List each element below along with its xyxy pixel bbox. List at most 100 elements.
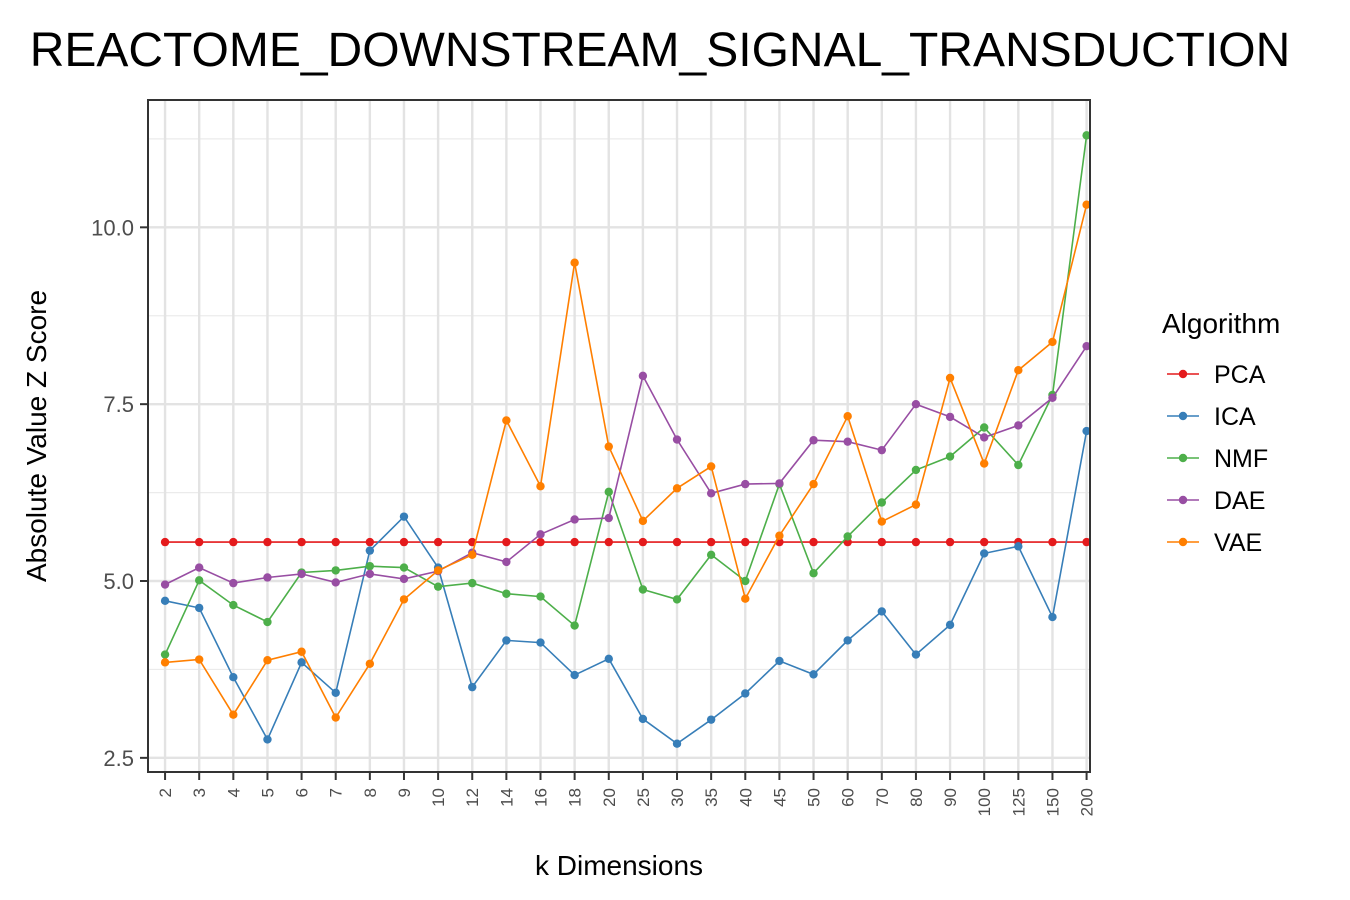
series-line-ica: [164, 430, 1088, 745]
point-vae: [979, 459, 989, 468]
point-dae: [297, 569, 306, 579]
point-ica: [1082, 426, 1091, 436]
point-nmf: [877, 498, 887, 507]
point-nmf: [468, 578, 477, 588]
point-vae: [502, 416, 511, 425]
point-pca: [536, 537, 545, 547]
x-tick-label: 35: [702, 788, 721, 807]
point-dae: [1014, 421, 1023, 430]
plot-panel-border: [147, 99, 1091, 773]
legend-label-dae: DAE: [1214, 487, 1265, 515]
point-vae: [945, 373, 955, 383]
point-ica: [706, 715, 716, 724]
point-pca: [1082, 537, 1091, 547]
point-pca: [570, 537, 579, 547]
point-vae: [604, 442, 613, 451]
point-ica: [1014, 542, 1023, 551]
legend-marker-ica: [1178, 411, 1188, 421]
point-vae: [775, 531, 784, 540]
axes: 2.55.07.510.02 3 4 5 6 7 8 9 10 12 14 16 18 20 25 30 35 4…: [91, 215, 1096, 816]
y-tick-label: 5.0: [103, 569, 134, 594]
point-pca: [741, 537, 750, 547]
x-tick-label: 12: [463, 788, 482, 807]
series-layer: [160, 131, 1091, 748]
point-ica: [570, 670, 579, 680]
point-pca: [604, 537, 613, 547]
point-vae: [433, 566, 443, 575]
x-tick-label: 18: [566, 788, 585, 807]
point-nmf: [570, 621, 579, 630]
x-tick-label: 8: [361, 788, 380, 797]
point-vae: [1014, 366, 1023, 375]
point-nmf: [399, 563, 409, 572]
x-tick-label: 9: [395, 788, 414, 797]
x-tick-label: 125: [1009, 788, 1028, 816]
y-tick-label: 2.5: [103, 746, 134, 771]
point-ica: [297, 658, 306, 667]
point-vae: [1082, 200, 1091, 209]
chart-title: REACTOME_DOWNSTREAM_SIGNAL_TRANSDUCTION: [30, 24, 1291, 77]
x-tick-label: 6: [293, 788, 312, 797]
point-pca: [229, 537, 238, 547]
x-tick-label: 14: [497, 788, 516, 807]
point-dae: [911, 399, 921, 409]
point-ica: [604, 654, 613, 664]
x-tick-label: 2: [156, 788, 175, 797]
point-pca: [433, 537, 443, 547]
x-tick-label: 20: [600, 788, 619, 807]
x-tick-label: 3: [190, 788, 209, 797]
series-line-dae: [164, 345, 1088, 586]
point-vae: [194, 655, 204, 664]
point-nmf: [1014, 460, 1023, 470]
legend-label-nmf: NMF: [1214, 445, 1268, 473]
point-nmf: [160, 650, 170, 659]
x-tick-label: 50: [805, 788, 824, 807]
point-vae: [331, 713, 340, 722]
point-ica: [331, 688, 340, 697]
legend-label-ica: ICA: [1214, 403, 1256, 431]
point-vae: [843, 411, 852, 421]
legend-marker-vae: [1178, 537, 1188, 547]
point-pca: [502, 537, 511, 547]
point-dae: [1082, 341, 1091, 351]
point-pca: [911, 537, 921, 547]
point-dae: [945, 412, 955, 422]
point-nmf: [638, 585, 648, 594]
point-vae: [365, 659, 375, 668]
x-tick-label: 16: [532, 788, 551, 807]
point-dae: [399, 574, 409, 584]
point-vae: [672, 484, 682, 493]
x-tick-label: 150: [1043, 788, 1062, 816]
point-ica: [399, 512, 409, 521]
point-nmf: [365, 561, 375, 571]
point-vae: [1048, 337, 1057, 347]
point-ica: [263, 735, 272, 744]
point-dae: [843, 437, 852, 446]
point-vae: [263, 656, 272, 665]
x-tick-label: 60: [839, 788, 858, 807]
x-tick-label: 70: [873, 788, 892, 807]
point-pca: [945, 537, 955, 547]
point-nmf: [604, 487, 613, 497]
point-vae: [468, 550, 477, 560]
legend-label-pca: PCA: [1214, 361, 1266, 389]
point-dae: [229, 578, 238, 588]
point-dae: [638, 371, 648, 381]
point-ica: [638, 714, 648, 724]
point-pca: [331, 537, 340, 547]
point-pca: [672, 537, 682, 547]
y-axis-label: Absolute Value Z Score: [21, 290, 52, 582]
point-nmf: [945, 452, 955, 461]
point-ica: [809, 670, 818, 679]
point-pca: [1048, 537, 1057, 547]
legend-title: Algorithm: [1162, 308, 1280, 339]
point-nmf: [194, 576, 204, 585]
point-dae: [502, 557, 511, 567]
point-pca: [638, 537, 648, 547]
point-nmf: [263, 617, 272, 627]
point-ica: [979, 549, 989, 558]
point-nmf: [536, 592, 545, 601]
x-tick-label: 10: [429, 788, 448, 807]
point-nmf: [843, 532, 852, 541]
